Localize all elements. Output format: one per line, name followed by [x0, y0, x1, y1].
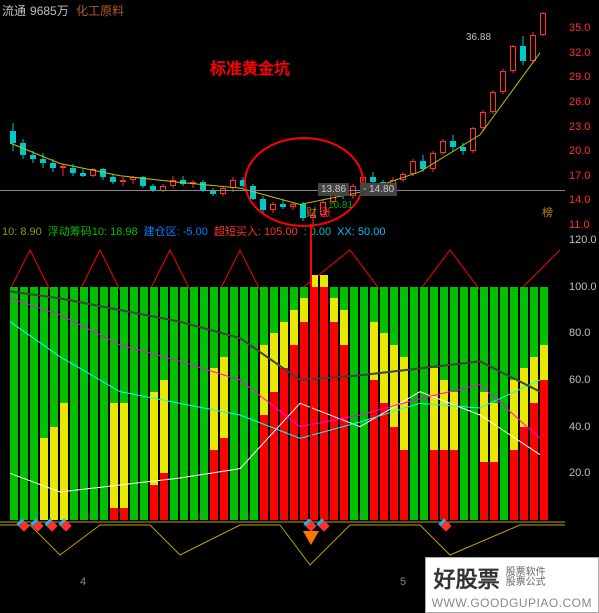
x-tick: 4: [80, 576, 86, 588]
y-tick: 14.0: [569, 194, 590, 206]
sub-y-tick: 80.0: [569, 327, 590, 339]
sub-y-tick: 60.0: [569, 374, 590, 386]
indicator-values: 10: 8.90 浮动筹码10: 18.98 建仓区: -5.00 超短买入: 105…: [2, 223, 391, 239]
indicator-item: 10: 8.90: [2, 226, 42, 238]
annotation-title: 标准黄金坑: [210, 55, 290, 79]
low-price-label: 10.81: [328, 200, 353, 211]
y-tick: 20.0: [569, 145, 590, 157]
crosshair-line: [0, 190, 565, 191]
y-tick: 35.0: [569, 22, 590, 34]
crosshair-label-2: - 14.80: [360, 183, 397, 196]
sub-y-axis: 120.0100.080.060.040.020.0: [565, 240, 599, 520]
sub-y-tick: 100.0: [569, 281, 597, 293]
annotation-circle: [244, 137, 364, 227]
badge-zhang: 涨: [320, 204, 331, 220]
sub-indicator-chart[interactable]: [0, 240, 565, 520]
badge-bang: 榜: [542, 204, 553, 220]
watermark-title: 好股票: [434, 567, 500, 592]
sub-y-tick: 120.0: [569, 234, 597, 246]
badge-cai: 财: [306, 204, 317, 220]
x-tick: 5: [400, 576, 406, 588]
watermark-sub2: 股票公式: [506, 578, 546, 588]
indicator-item: 浮动筹码10: 18.98: [48, 226, 138, 238]
watermark-url: WWW.GOODGUPIAO.COM: [432, 596, 592, 610]
y-tick: 17.0: [569, 170, 590, 182]
y-tick: 23.0: [569, 121, 590, 133]
y-tick: 32.0: [569, 47, 590, 59]
y-tick: 29.0: [569, 71, 590, 83]
sub-y-tick: 20.0: [569, 467, 590, 479]
sub-y-tick: 40.0: [569, 421, 590, 433]
crosshair-label-1: 13.86: [318, 183, 349, 196]
annotation-arrow-line: [310, 224, 312, 533]
indicator-item: XX: 50.00: [337, 226, 385, 238]
last-price-label: 36.88: [466, 32, 491, 43]
indicator-item: 建仓区: -5.00: [144, 226, 208, 238]
indicator-item: : 0.00: [304, 226, 332, 238]
y-tick: 11.0: [569, 219, 590, 231]
indicator-item: 超短买入: 105.00: [214, 226, 298, 238]
watermark: 好股票 股票软件股票公式 WWW.GOODGUPIAO.COM: [425, 557, 599, 613]
price-y-axis: 35.032.029.026.023.020.017.014.011.0: [565, 0, 599, 225]
y-tick: 26.0: [569, 96, 590, 108]
